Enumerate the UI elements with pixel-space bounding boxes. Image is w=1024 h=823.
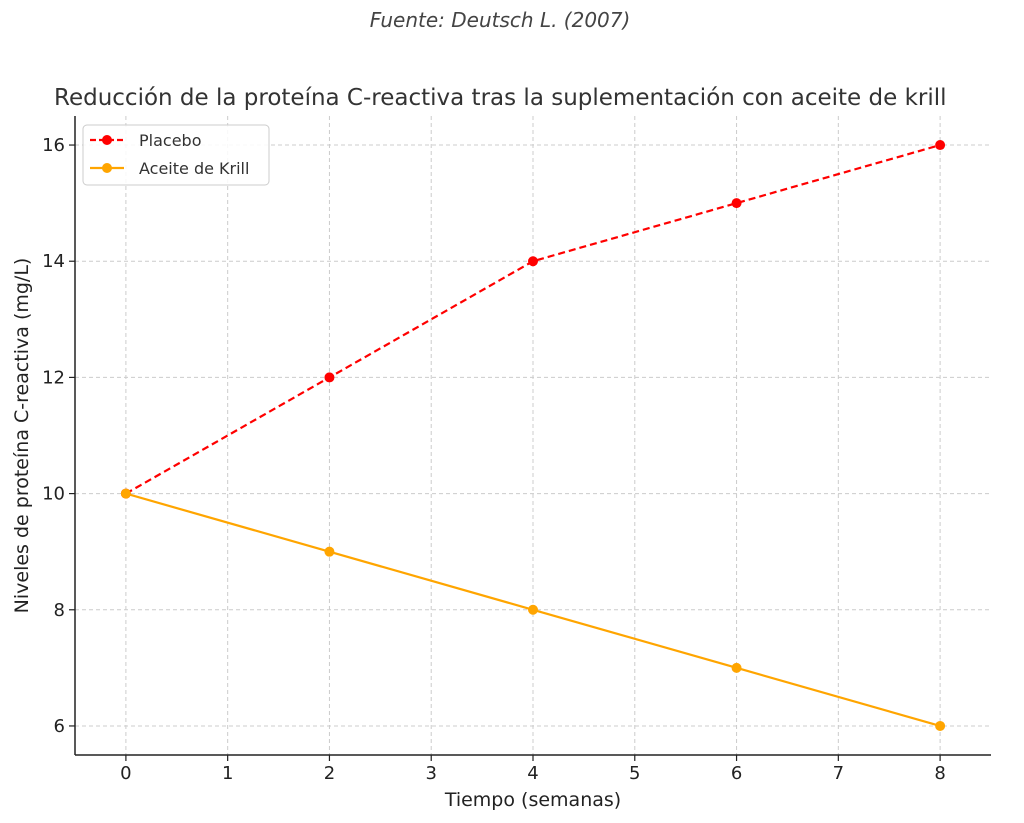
chart-source-note: Fuente: Deutsch L. (2007) [369, 8, 631, 32]
y-tick-label: 14 [42, 251, 65, 272]
legend-label: Aceite de Krill [139, 159, 249, 178]
y-tick-label: 6 [54, 716, 65, 737]
x-axis-label: Tiempo (semanas) [444, 789, 621, 811]
x-tick-label: 0 [120, 763, 131, 784]
series-0-point [324, 372, 335, 383]
legend: Placebo Aceite de Krill [82, 124, 270, 186]
legend-swatch-marker [102, 135, 112, 145]
series-1-point [731, 662, 742, 673]
series-1-point [935, 720, 946, 731]
series-1-point [120, 488, 131, 499]
y-tick-label: 8 [54, 600, 65, 621]
legend-box [82, 124, 270, 186]
series [120, 140, 946, 731]
legend-label: Placebo [139, 131, 201, 150]
y-tick-label: 10 [42, 484, 65, 505]
legend-swatch-marker [102, 163, 112, 173]
chart-title: Reducción de la proteína C-reactiva tras… [54, 85, 947, 111]
series-1-point [528, 604, 538, 615]
y-tick-label: 16 [42, 135, 65, 156]
y-axis-label: Niveles de proteína C-reactiva (mg/L) [11, 258, 33, 614]
x-tick-label: 7 [833, 763, 844, 784]
x-tick-label: 8 [934, 763, 945, 784]
x-tick-label: 5 [629, 763, 640, 784]
y-tick-label: 12 [42, 367, 65, 388]
series-0-point [528, 256, 538, 267]
series-0-point [935, 140, 946, 151]
x-tick-label: 2 [324, 763, 335, 784]
x-tick-label: 4 [527, 763, 538, 784]
x-tick-label: 1 [222, 763, 233, 784]
series-1-point [324, 546, 335, 557]
grid [75, 116, 991, 755]
x-tick-label: 3 [425, 763, 436, 784]
x-tick-label: 6 [731, 763, 742, 784]
series-0-point [731, 198, 742, 209]
